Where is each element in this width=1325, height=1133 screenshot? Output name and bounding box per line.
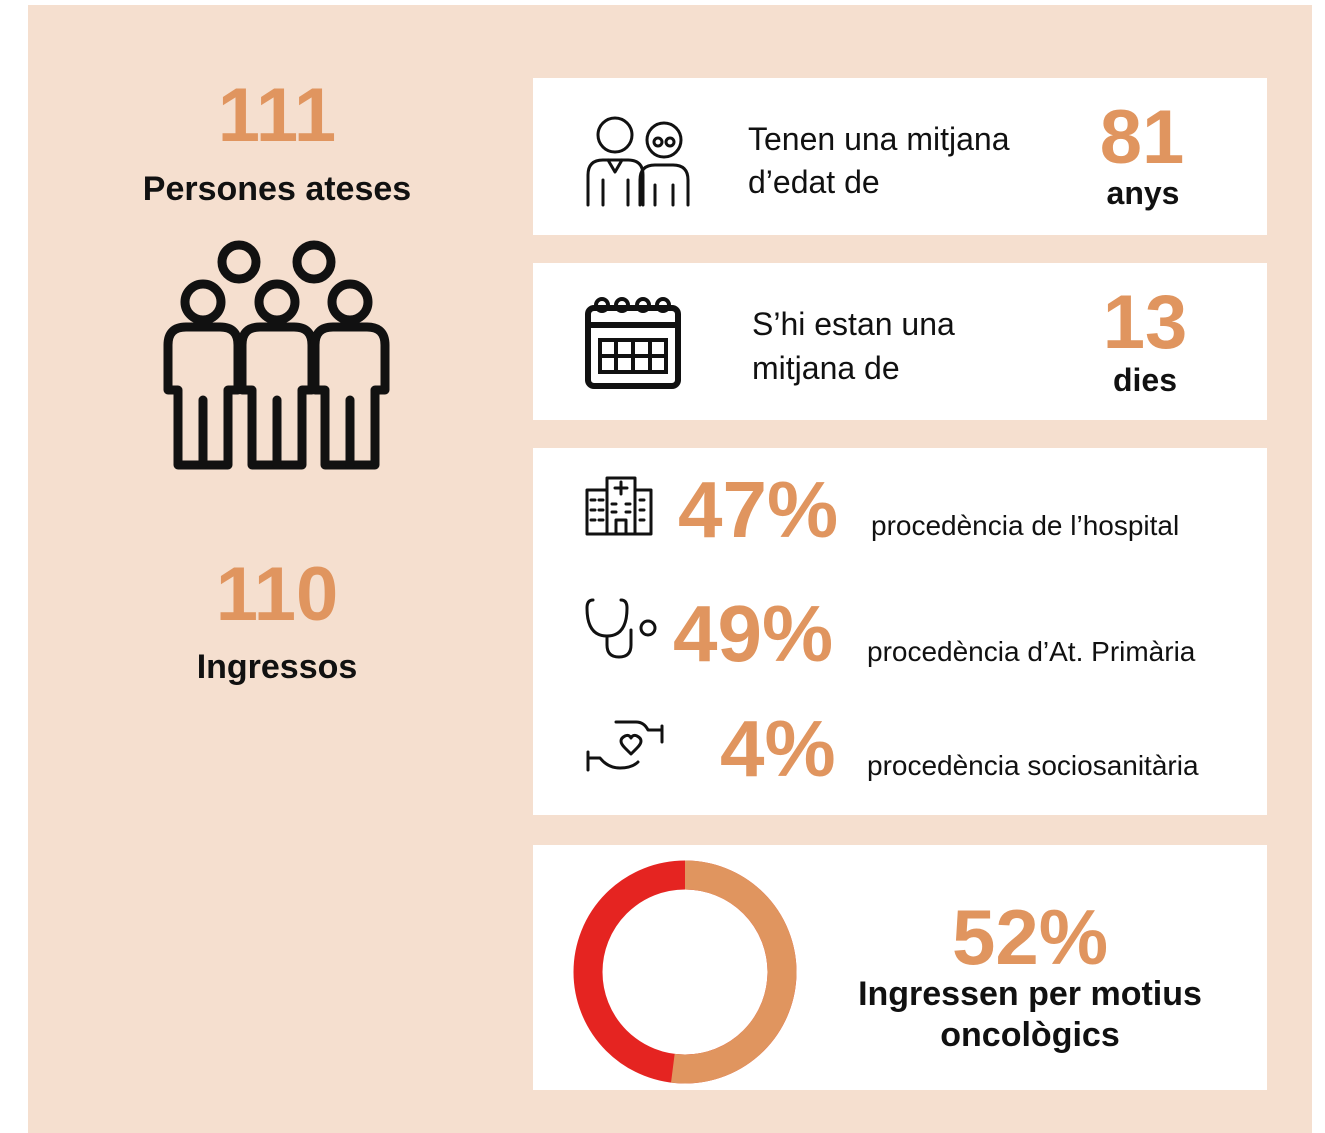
card-text: d’edat de xyxy=(748,164,880,200)
card-number: 81 xyxy=(1100,95,1185,180)
elderly-icon xyxy=(586,116,690,207)
oncology-label: oncològics xyxy=(940,1016,1119,1054)
origin-value: 47% xyxy=(678,465,838,554)
oncology-label: Ingressen per motius xyxy=(858,975,1202,1013)
people-count: 111 xyxy=(218,73,336,158)
card-text: S’hi estan una xyxy=(752,306,955,342)
origin-label: procedència sociosanitària xyxy=(867,750,1199,781)
admissions-label: Ingressos xyxy=(197,648,358,686)
hospital-icon xyxy=(585,476,653,536)
origin-value: 49% xyxy=(673,589,833,678)
people-icon xyxy=(163,240,390,470)
people-label: Persones ateses xyxy=(143,170,411,208)
origin-label: procedència de l’hospital xyxy=(871,510,1179,541)
card-unit: dies xyxy=(1113,362,1177,398)
card xyxy=(533,78,1267,235)
origin-value: 4% xyxy=(720,704,836,793)
card-unit: anys xyxy=(1107,175,1180,211)
calendar-icon xyxy=(585,297,681,389)
origin-label: procedència d’At. Primària xyxy=(867,636,1196,667)
care-icon xyxy=(586,720,664,772)
card-number: 13 xyxy=(1103,280,1188,365)
card-text: Tenen una mitjana xyxy=(748,121,1010,157)
donut-segment xyxy=(671,860,797,1084)
stethoscope-icon xyxy=(585,598,657,659)
oncology-value: 52% xyxy=(952,893,1108,981)
card-text: mitjana de xyxy=(752,350,900,386)
admissions-count: 110 xyxy=(216,552,339,637)
